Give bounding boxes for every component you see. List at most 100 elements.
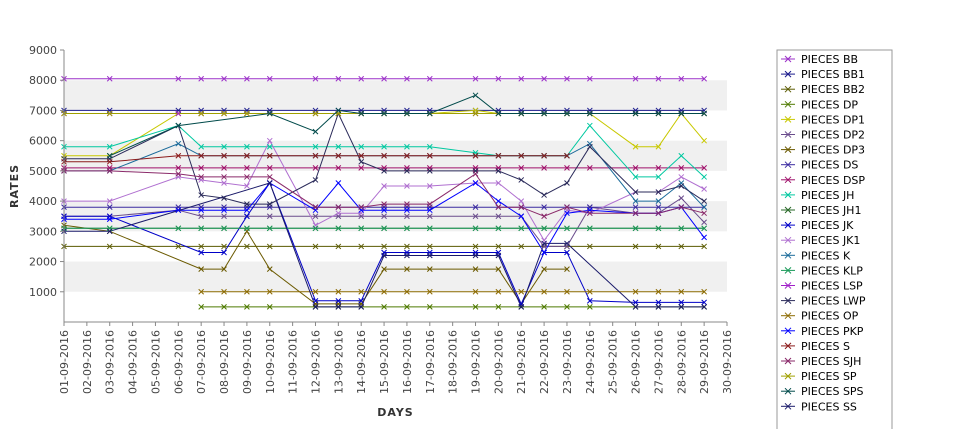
- x-tick-label: 26-09-2016: [630, 330, 643, 394]
- data-point-pieces-sps: [335, 107, 342, 114]
- data-point-pieces-jk1: [244, 183, 250, 189]
- data-point-pieces-s: [518, 152, 525, 159]
- data-point-pieces-lwp: [381, 168, 387, 174]
- data-point-pieces-dp1: [632, 143, 639, 150]
- data-point-pieces-s: [266, 152, 273, 159]
- legend-label-pieces-ds: PIECES DS: [801, 159, 858, 172]
- legend-marker-pieces-ds: [784, 161, 792, 169]
- x-tick-label: 09-09-2016: [241, 330, 254, 394]
- data-point-pieces-op: [426, 288, 433, 295]
- data-point-pieces-dp2: [701, 219, 707, 226]
- data-point-pieces-dp3: [472, 266, 479, 272]
- data-point-pieces-ss: [266, 180, 273, 186]
- legend-label-pieces-dp1: PIECES DP1: [801, 113, 865, 126]
- data-point-pieces-bb: [106, 75, 113, 82]
- data-point-pieces-k: [175, 140, 182, 147]
- data-point-pieces-dsp: [518, 165, 525, 171]
- data-point-pieces-klp: [472, 225, 479, 232]
- data-point-pieces-klp: [564, 225, 570, 232]
- data-point-pieces-sp: [198, 110, 205, 117]
- legend-marker-pieces-sps: [784, 387, 792, 395]
- data-point-pieces-klp: [335, 225, 342, 232]
- data-point-pieces-bb: [175, 75, 182, 82]
- data-point-pieces-ss: [678, 304, 685, 310]
- legend-label-pieces-jh: PIECES JH: [801, 189, 854, 202]
- legend-marker-pieces-jh1: [784, 206, 792, 214]
- data-point-pieces-dp2: [472, 213, 479, 220]
- legend-marker-pieces-ss: [784, 402, 792, 410]
- data-point-pieces-ds: [632, 204, 639, 211]
- data-point-pieces-lwp: [655, 189, 662, 195]
- data-point-pieces-bb: [244, 75, 250, 82]
- data-point-pieces-jh: [404, 143, 410, 150]
- legend-label-pieces-dp2: PIECES DP2: [801, 129, 865, 142]
- data-point-pieces-s: [564, 152, 570, 159]
- data-point-pieces-bb: [472, 75, 479, 82]
- data-point-pieces-s: [495, 152, 502, 159]
- y-tick-label: 6000: [29, 135, 57, 148]
- data-point-pieces-dp3: [381, 266, 387, 272]
- legend-label-pieces-dsp: PIECES DSP: [801, 174, 865, 187]
- data-point-pieces-sps: [495, 110, 502, 117]
- data-point-pieces-jk1: [266, 137, 273, 144]
- data-point-pieces-bb2: [198, 243, 205, 250]
- data-point-pieces-op: [335, 288, 342, 295]
- y-tick-label: 4000: [29, 195, 57, 208]
- data-point-pieces-dp: [266, 304, 273, 310]
- x-tick-label: 22-09-2016: [538, 330, 551, 394]
- legend-label-pieces-k: PIECES K: [801, 249, 851, 262]
- data-point-pieces-sps: [541, 110, 547, 117]
- legend-label-pieces-bb: PIECES BB: [801, 53, 858, 66]
- legend-marker-pieces-bb1: [784, 70, 792, 78]
- data-point-pieces-bb: [426, 75, 433, 82]
- data-point-pieces-op: [358, 288, 365, 295]
- data-point-pieces-sps: [381, 110, 387, 117]
- data-point-pieces-sps: [655, 110, 662, 117]
- data-point-pieces-op: [678, 288, 685, 295]
- data-point-pieces-op: [266, 288, 273, 295]
- data-point-pieces-jh: [312, 143, 319, 150]
- data-point-pieces-sps: [518, 110, 525, 117]
- data-point-pieces-dp2: [381, 213, 387, 220]
- data-point-pieces-s: [335, 152, 342, 159]
- data-point-pieces-lwp: [678, 183, 685, 189]
- data-point-pieces-sjh: [564, 204, 570, 211]
- data-point-pieces-pkp: [495, 198, 502, 204]
- data-point-pieces-bb: [221, 75, 227, 82]
- data-point-pieces-op: [244, 288, 250, 295]
- data-point-pieces-jk: [221, 249, 227, 256]
- data-point-pieces-op: [632, 288, 639, 295]
- legend-marker-pieces-sp: [784, 372, 792, 380]
- data-point-pieces-sjh: [244, 174, 250, 180]
- legend-label-pieces-bb2: PIECES BB2: [801, 83, 865, 96]
- data-point-pieces-sps: [632, 110, 639, 117]
- data-point-pieces-sjh: [404, 201, 410, 207]
- data-point-pieces-s: [404, 152, 410, 159]
- x-tick-label: 30-09-2016: [721, 330, 734, 394]
- series-line-pieces-s: [64, 155, 567, 163]
- legend-marker-pieces-dsp: [784, 176, 792, 184]
- data-point-pieces-pkp: [426, 207, 433, 214]
- data-point-pieces-klp: [518, 225, 525, 232]
- data-point-pieces-bb: [381, 75, 387, 82]
- data-point-pieces-dsp: [586, 165, 593, 171]
- data-point-pieces-ss: [701, 304, 707, 310]
- legend-marker-pieces-klp: [784, 267, 792, 274]
- data-point-pieces-pkp: [106, 216, 113, 223]
- data-point-pieces-lwp: [244, 201, 250, 207]
- data-point-pieces-ss: [312, 304, 319, 310]
- data-point-pieces-dsp: [312, 165, 319, 171]
- legend-label-pieces-jk1: PIECES JK1: [801, 234, 860, 247]
- data-point-pieces-sjh: [198, 174, 205, 180]
- data-point-pieces-bb2: [335, 243, 342, 250]
- data-point-pieces-sps: [586, 110, 593, 117]
- data-point-pieces-bb2: [358, 243, 365, 250]
- data-point-pieces-sp: [244, 110, 250, 117]
- data-point-pieces-pkp: [404, 207, 410, 214]
- data-point-pieces-s: [426, 152, 433, 159]
- data-point-pieces-jh: [198, 143, 205, 150]
- x-tick-label: 23-09-2016: [561, 330, 574, 394]
- x-tick-label: 15-09-2016: [378, 330, 391, 394]
- data-point-pieces-lwp: [541, 192, 547, 198]
